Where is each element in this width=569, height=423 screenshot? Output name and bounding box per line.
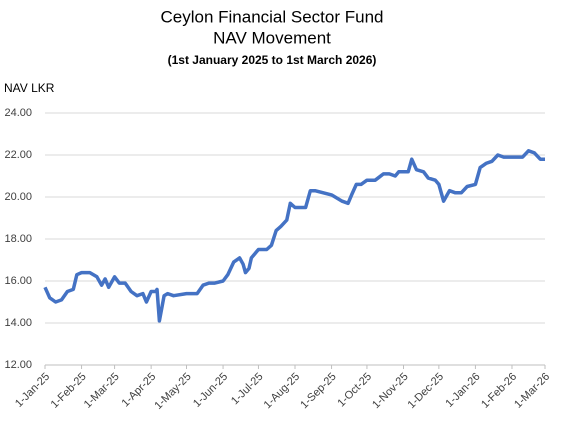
x-tick-label: 1-Feb-26 <box>479 371 519 411</box>
x-tick-label: 1-Mar-25 <box>82 371 122 411</box>
chart-subtitle: NAV Movement <box>213 28 331 47</box>
y-tick-label: 14.00 <box>4 317 32 329</box>
y-tick-label: 24.00 <box>4 107 32 119</box>
y-tick-label: 18.00 <box>4 233 32 245</box>
y-axis-label: NAV LKR <box>4 81 55 95</box>
x-tick-label: 1-Sep-25 <box>298 371 338 411</box>
x-tick-label: 1-Jul-25 <box>229 371 266 408</box>
x-tick-label: 1-Jun-25 <box>191 371 230 410</box>
x-tick-label: 1-Dec-25 <box>406 371 446 411</box>
x-tick-label: 1-Aug-25 <box>262 371 302 411</box>
chart-period: (1st January 2025 to 1st March 2026) <box>168 53 377 67</box>
x-tick-label: 1-Oct-25 <box>335 371 374 410</box>
y-tick-label: 12.00 <box>4 359 32 371</box>
y-tick-label: 16.00 <box>4 275 32 287</box>
x-tick-label: 1-May-25 <box>152 371 193 412</box>
x-tick-label: 1-Nov-25 <box>370 371 410 411</box>
x-tick-label: 1-Jan-26 <box>443 371 482 410</box>
x-tick-label: 1-Jan-25 <box>13 371 52 410</box>
chart-title: Ceylon Financial Sector Fund <box>160 7 383 26</box>
y-tick-label: 22.00 <box>4 149 32 161</box>
x-tick-label: 1-Mar-26 <box>512 371 552 411</box>
nav-line <box>43 149 545 323</box>
x-tick-label: 1-Feb-25 <box>49 371 89 411</box>
y-tick-label: 20.00 <box>4 191 32 203</box>
